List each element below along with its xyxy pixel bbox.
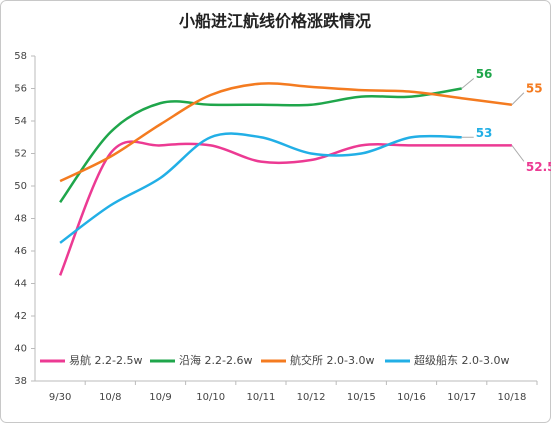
x-tick-label: 9/30 xyxy=(49,392,71,403)
y-tick-label: 54 xyxy=(14,116,27,127)
y-tick-label: 42 xyxy=(14,311,27,322)
y-tick-label: 44 xyxy=(14,279,27,290)
x-tick-label: 10/11 xyxy=(246,392,275,403)
series-line xyxy=(59,132,462,244)
x-tick-label: 10/17 xyxy=(447,392,476,403)
y-tick-label: 56 xyxy=(14,84,27,95)
legend-label: 易航 2.2-2.5w xyxy=(69,353,142,367)
data-label: 53 xyxy=(476,126,493,140)
series-line xyxy=(58,140,512,276)
y-tick-label: 48 xyxy=(14,214,27,225)
x-tick-label: 10/15 xyxy=(347,392,376,403)
y-tick-label: 46 xyxy=(14,246,27,257)
series-line xyxy=(59,82,513,183)
legend-label: 航交所 2.0-3.0w xyxy=(290,353,374,367)
x-tick-label: 10/12 xyxy=(297,392,326,403)
chart-title: 小船进江航线价格涨跌情况 xyxy=(179,12,371,31)
data-label: 52.5 xyxy=(526,160,551,174)
leader-line xyxy=(511,145,525,162)
x-tick-label: 10/10 xyxy=(196,392,225,403)
y-tick-label: 38 xyxy=(14,376,27,387)
series-line xyxy=(59,87,462,203)
legend-label: 超级船东 2.0-3.0w xyxy=(414,353,509,367)
data-label: 56 xyxy=(476,67,493,81)
y-tick-label: 58 xyxy=(14,51,27,62)
y-tick-label: 50 xyxy=(14,181,27,192)
x-tick-label: 10/16 xyxy=(397,392,426,403)
x-tick-label: 10/18 xyxy=(497,392,526,403)
leader-line xyxy=(461,78,475,89)
data-label: 55 xyxy=(526,81,543,95)
x-tick-label: 10/9 xyxy=(149,392,171,403)
legend-label: 沿海 2.2-2.6w xyxy=(179,353,252,367)
x-tick-label: 10/8 xyxy=(99,392,121,403)
y-tick-label: 52 xyxy=(14,149,27,160)
y-tick-label: 40 xyxy=(14,344,27,355)
leader-line xyxy=(511,92,525,106)
